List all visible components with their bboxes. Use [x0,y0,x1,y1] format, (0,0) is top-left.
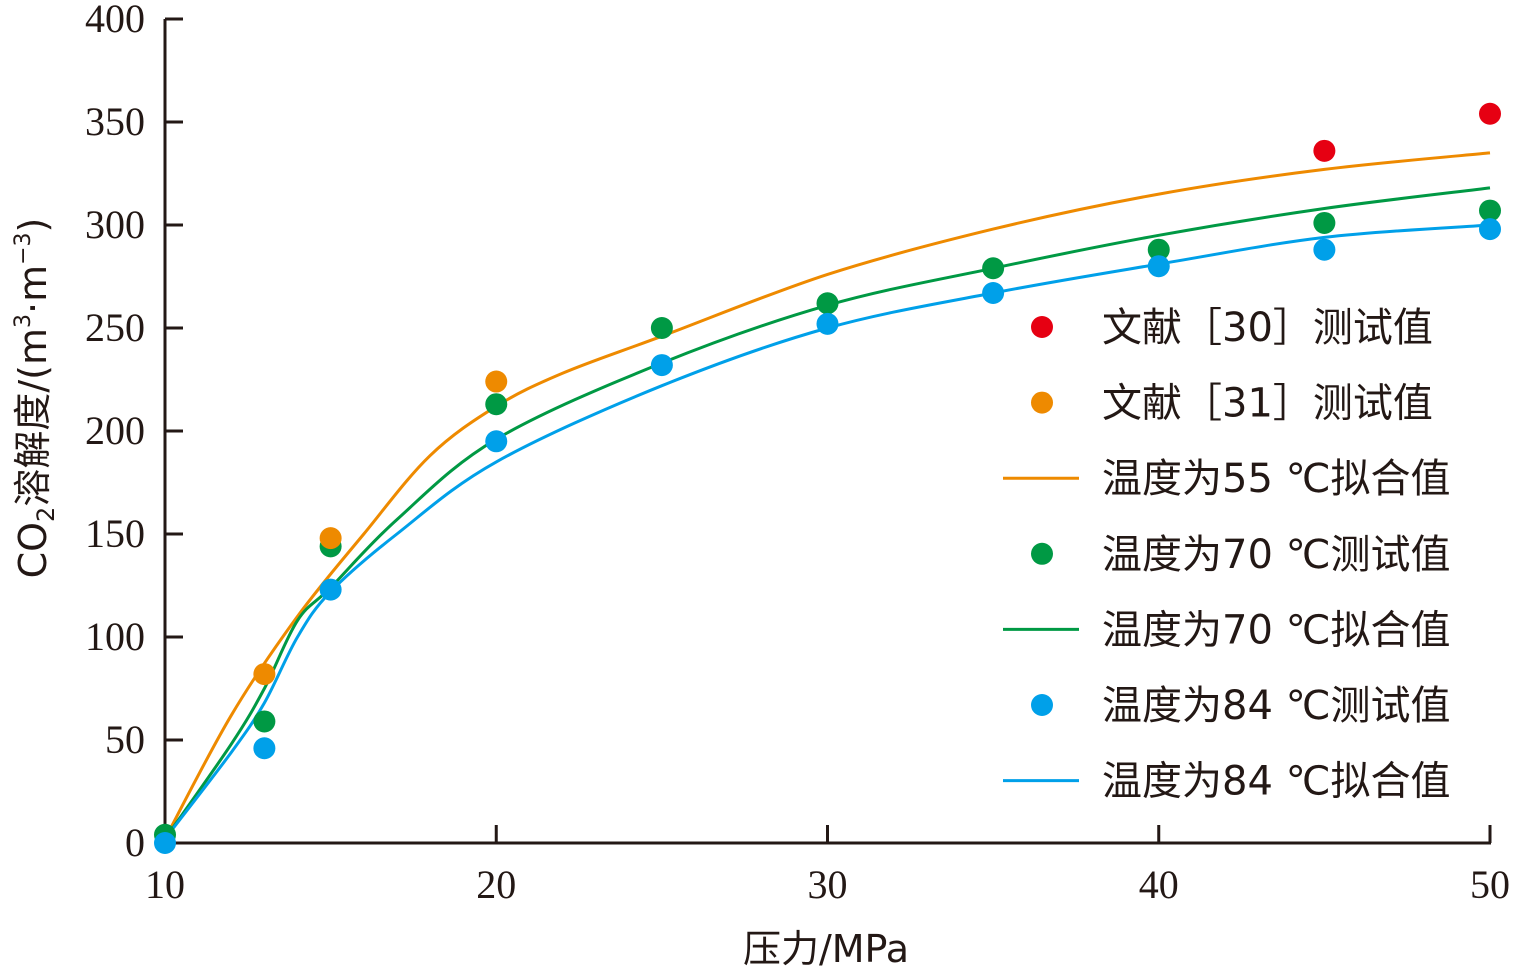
series-5-point [1147,255,1170,278]
y-title-m: m [11,265,55,302]
series-5-point [154,832,176,854]
legend-label-4: 温度为70 ℃拟合值 [1102,607,1451,653]
y-tick-label: 50 [105,717,145,762]
series-3-point [1147,238,1170,261]
y-tick-label: 350 [85,99,145,144]
x-axis-title: 压力/MPa [743,927,909,971]
series-5-point [816,312,839,335]
legend-label-0: 文献［30］测试值 [1102,305,1433,351]
series-3-point [1479,199,1501,222]
y-tick-label: 150 [85,511,145,556]
legend-label-3: 温度为70 ℃测试值 [1102,532,1451,578]
y-title-sub: 2 [32,507,60,522]
y-tick-label: 200 [85,408,145,453]
y-axis-title: CO2溶解度/(m3·m−3) [11,218,60,579]
y-title-mid: 溶解度/(m [11,328,55,507]
series-5-point [982,281,1005,304]
legend-marker-3 [1031,542,1053,565]
y-tick-label: 100 [85,614,145,659]
y-title-co: CO [11,522,55,578]
x-tick-label: 10 [145,862,185,907]
legend-marker-5 [1031,694,1053,716]
y-tick-label: 400 [85,0,145,41]
series-5-point [650,354,673,377]
series-3-point [253,710,276,733]
legend-label-2: 温度为55 ℃拟合值 [1102,456,1451,502]
x-tick-label: 40 [1139,862,1179,907]
series-1-point [319,527,342,550]
y-tick-label: 0 [125,820,145,865]
series-3-point [982,257,1005,280]
series-line-6 [163,223,1491,840]
series-1-point [253,663,276,686]
series-3-point [485,393,508,416]
series-line-4 [163,186,1491,840]
x-tick-label: 20 [476,862,516,907]
series-3-point [1313,211,1336,234]
legend-label-1: 文献［31］测试值 [1102,381,1433,427]
y-tick-label: 250 [85,305,145,350]
series-3-point [650,317,673,339]
series-line-2 [163,151,1491,840]
legend-label-6: 温度为84 ℃拟合值 [1102,759,1451,805]
ticks: 0 50 100 150 200 250 300 350 400 10 20 30 40 50 [85,0,1510,907]
series-5-point [319,578,342,601]
legend-marker-1 [1031,391,1053,414]
series-3-point [816,292,839,315]
y-title-dot: · [11,302,55,314]
y-title-sup1: 3 [11,314,36,328]
y-title-sup2: −3 [11,232,36,264]
y-title-close: ) [11,218,55,233]
x-tick-label: 50 [1470,862,1510,907]
y-tick-label: 300 [85,202,145,247]
series-5-point [253,737,276,760]
series-0-point [1313,139,1336,162]
legend-marker-0 [1031,316,1053,338]
series-0-point [1479,102,1501,125]
series-5-point [1479,218,1501,241]
series-5-point [485,430,508,453]
data-points [154,102,1501,854]
legend-label-5: 温度为84 ℃测试值 [1102,683,1451,729]
series-1-point [485,370,508,393]
x-tick-label: 30 [808,862,848,907]
series-5-point [1313,238,1336,261]
